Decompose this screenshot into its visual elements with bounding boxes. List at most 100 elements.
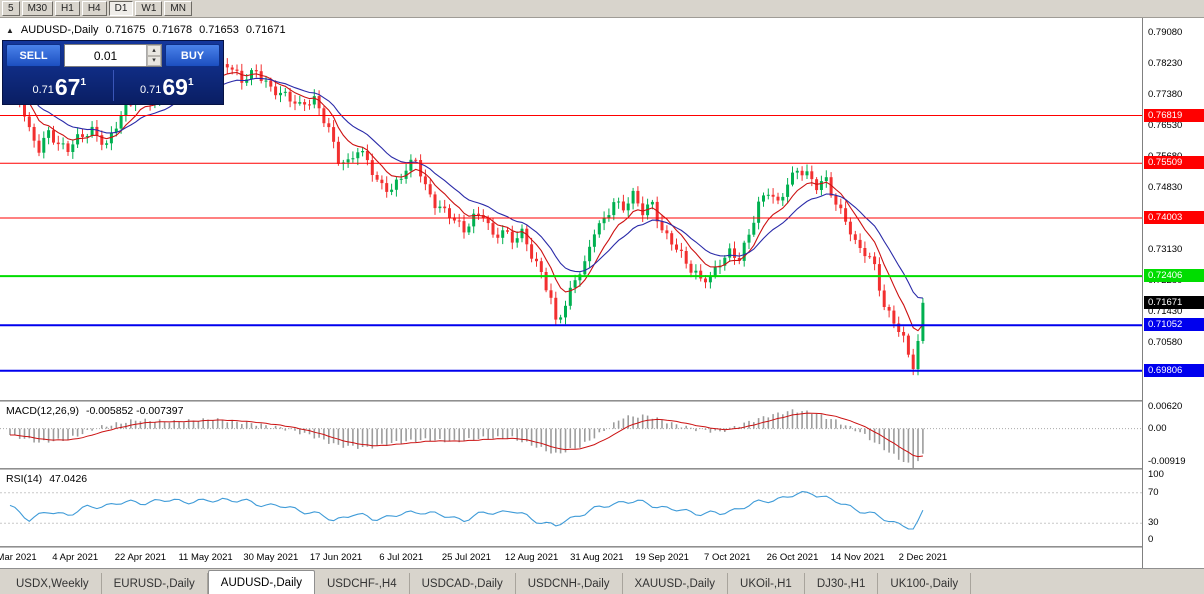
chart-tab-xauusd-daily[interactable]: XAUUSD-,Daily xyxy=(623,573,729,594)
macd-axis-tick: 0.00620 xyxy=(1148,401,1183,412)
candle xyxy=(250,68,253,86)
panel-collapse-icon[interactable]: ▲ xyxy=(6,26,14,35)
candle xyxy=(699,264,703,282)
buy-button[interactable]: BUY xyxy=(165,44,220,67)
chart-tab-eurusd-daily[interactable]: EURUSD-,Daily xyxy=(102,573,208,594)
sell-button[interactable]: SELL xyxy=(6,44,61,67)
candle xyxy=(564,300,567,325)
candle xyxy=(394,177,398,197)
candle xyxy=(921,298,925,344)
sell-price-pip: 1 xyxy=(80,77,87,88)
chart-tab-usdcad-daily[interactable]: USDCAD-,Daily xyxy=(410,573,516,594)
candle xyxy=(356,148,360,166)
chart-tab-usdcnh-daily[interactable]: USDCNH-,Daily xyxy=(516,573,623,594)
lot-size-input[interactable]: 0.01 xyxy=(93,48,118,63)
chart-tab-audusd-daily[interactable]: AUDUSD-,Daily xyxy=(207,570,315,594)
candle xyxy=(100,130,104,151)
candle xyxy=(375,171,379,182)
timeframe-button-w1[interactable]: W1 xyxy=(135,1,163,16)
sell-price-display[interactable]: 0.71 67 1 xyxy=(6,70,113,101)
candle xyxy=(404,163,408,184)
candle xyxy=(873,252,877,271)
candle xyxy=(868,252,872,259)
chart-tab-usdx-weekly[interactable]: USDX,Weekly xyxy=(4,573,102,594)
candle xyxy=(467,223,471,235)
candle xyxy=(298,95,302,106)
chart-tab-ukoil-h1[interactable]: UKOil-,H1 xyxy=(728,573,805,594)
lot-decrease-button[interactable]: ▾ xyxy=(147,55,161,66)
macd-signal-line xyxy=(10,412,923,458)
pane-splitter[interactable] xyxy=(0,400,1204,402)
timeframe-button-5[interactable]: 5 xyxy=(2,1,20,16)
chart-tab-usdchf-h4[interactable]: USDCHF-,H4 xyxy=(315,573,410,594)
chart-tab-uk100-daily[interactable]: UK100-,Daily xyxy=(878,573,972,594)
candle xyxy=(781,193,785,206)
timeframe-button-m30[interactable]: M30 xyxy=(21,1,54,16)
candle xyxy=(390,183,394,196)
rsi-indicator-pane[interactable]: RSI(14) 47.0426 xyxy=(0,470,1142,546)
rsi-value: 47.0426 xyxy=(49,473,88,485)
price-chart-pane[interactable]: ▲ AUDUSD-,Daily 0.71675 0.71678 0.71653 … xyxy=(0,18,1142,400)
lot-increase-button[interactable]: ▴ xyxy=(147,45,161,56)
candle xyxy=(786,178,790,204)
candle xyxy=(752,215,756,237)
candle xyxy=(283,87,287,97)
price-level-badge: 0.74003 xyxy=(1144,211,1204,224)
timeframe-button-h1[interactable]: H1 xyxy=(55,1,80,16)
candle xyxy=(76,127,80,148)
candle xyxy=(520,224,524,243)
lot-size-box: 0.01 ▴ ▾ xyxy=(64,44,162,67)
candle xyxy=(303,99,307,111)
price-axis-tick: 0.70580 xyxy=(1148,336,1183,348)
candle xyxy=(655,196,659,229)
pane-splitter[interactable] xyxy=(0,468,1204,470)
ma-fast-line xyxy=(9,71,924,332)
candle xyxy=(438,200,442,213)
timeframe-button-h4[interactable]: H4 xyxy=(81,1,107,16)
candle xyxy=(42,131,46,159)
candle xyxy=(708,271,712,289)
macd-indicator-pane[interactable]: MACD(12,26,9) -0.005852 -0.007397 xyxy=(0,402,1142,468)
rsi-line xyxy=(9,491,924,530)
price-level-badge: 0.72406 xyxy=(1144,269,1204,283)
chart-tab-dj30-h1[interactable]: DJ30-,H1 xyxy=(805,573,879,594)
candle xyxy=(839,198,843,214)
candle xyxy=(71,139,75,159)
macd-values: -0.005852 -0.007397 xyxy=(85,405,184,417)
candle xyxy=(887,304,891,318)
candle xyxy=(254,64,258,78)
macd-axis-tick: -0.00919 xyxy=(1148,456,1186,467)
date-axis-label: 2 Dec 2021 xyxy=(898,552,948,563)
candle xyxy=(559,314,563,324)
date-axis-label: 7 Oct 2021 xyxy=(704,552,751,563)
price-axis-tick: 0.77380 xyxy=(1148,89,1183,101)
timeframe-button-mn[interactable]: MN xyxy=(164,1,192,16)
candle xyxy=(288,88,292,108)
date-axis-label: 4 Apr 2021 xyxy=(52,552,99,563)
candle xyxy=(602,211,606,231)
candle xyxy=(762,192,765,207)
candle xyxy=(47,126,51,145)
candle xyxy=(795,167,799,180)
timeframe-button-d1[interactable]: D1 xyxy=(108,1,134,16)
candle xyxy=(665,225,669,240)
rsi-chart[interactable] xyxy=(0,470,1142,546)
candle xyxy=(365,144,369,166)
pane-splitter[interactable] xyxy=(0,546,1204,548)
candle xyxy=(501,225,505,245)
ma-slow-line xyxy=(9,77,923,299)
candle xyxy=(805,164,809,179)
candle xyxy=(607,208,611,222)
candle xyxy=(225,58,229,75)
macd-axis-tick: 0.00 xyxy=(1148,422,1167,434)
buy-price-display[interactable]: 0.71 69 1 xyxy=(114,70,221,101)
candle xyxy=(385,176,389,198)
candle xyxy=(757,196,761,230)
candlestick-chart[interactable] xyxy=(0,18,1142,400)
price-level-badge: 0.71052 xyxy=(1144,318,1204,332)
macd-chart[interactable] xyxy=(0,402,1142,468)
ohlc-low-value: 0.71653 xyxy=(199,24,239,36)
candle xyxy=(588,239,592,268)
ohlc-open-value: 0.71675 xyxy=(105,24,146,36)
